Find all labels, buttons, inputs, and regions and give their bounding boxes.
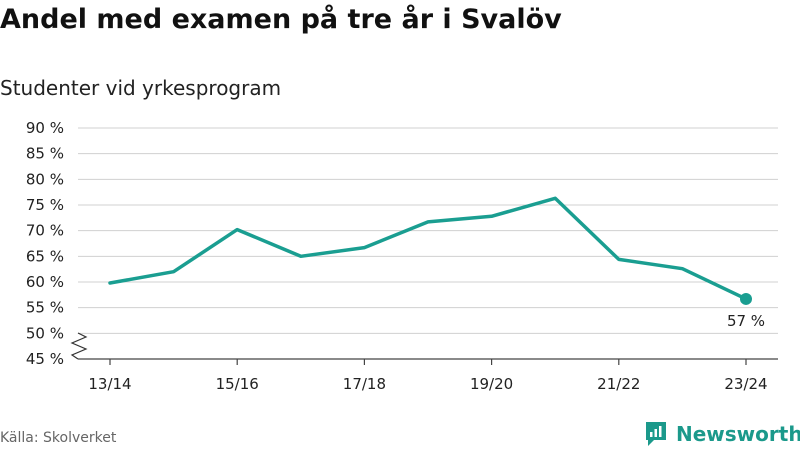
chart-title: Andel med examen på tre år i Svalöv <box>0 4 562 35</box>
y-tick-label: 75 % <box>26 196 64 214</box>
brand-logo: Newsworthy <box>644 420 800 448</box>
y-tick-label: 45 % <box>26 350 64 368</box>
y-tick-label: 65 % <box>26 247 64 265</box>
y-tick-label: 50 % <box>26 324 64 342</box>
brand-name: Newsworthy <box>676 422 800 446</box>
data-label: 57 % <box>727 312 765 330</box>
y-tick-labels: 45 % 50 % 55 % 60 % 65 % 70 % 75 % 80 % 85 % 90 % <box>26 119 64 368</box>
y-tick-label: 55 % <box>26 299 64 317</box>
highlight-point <box>740 292 752 305</box>
x-tick-labels: 13/14 15/16 17/18 19/20 21/22 23/24 <box>88 375 767 393</box>
axis-break-marker <box>70 332 88 360</box>
y-tick-label: 85 % <box>26 145 64 163</box>
y-tick-label: 80 % <box>26 170 64 188</box>
annotations: 57 % <box>727 292 765 330</box>
source-note: Källa: Skolverket <box>0 430 117 446</box>
x-tick-label: 21/22 <box>597 375 640 393</box>
newsworthy-logo-icon <box>646 422 666 446</box>
x-tick-label: 15/16 <box>216 375 259 393</box>
x-tick-label: 17/18 <box>343 375 386 393</box>
grid-lines <box>78 127 778 334</box>
chart-subtitle: Studenter vid yrkesprogram <box>0 76 282 100</box>
y-tick-label: 90 % <box>26 119 64 137</box>
axes <box>70 332 778 365</box>
y-tick-label: 70 % <box>26 222 64 240</box>
series <box>108 196 748 301</box>
x-tick-label: 19/20 <box>470 375 513 393</box>
y-tick-label: 60 % <box>26 273 64 291</box>
x-tick-label: 13/14 <box>88 375 131 393</box>
x-tick-label: 23/24 <box>724 375 767 393</box>
series-line <box>108 196 748 301</box>
